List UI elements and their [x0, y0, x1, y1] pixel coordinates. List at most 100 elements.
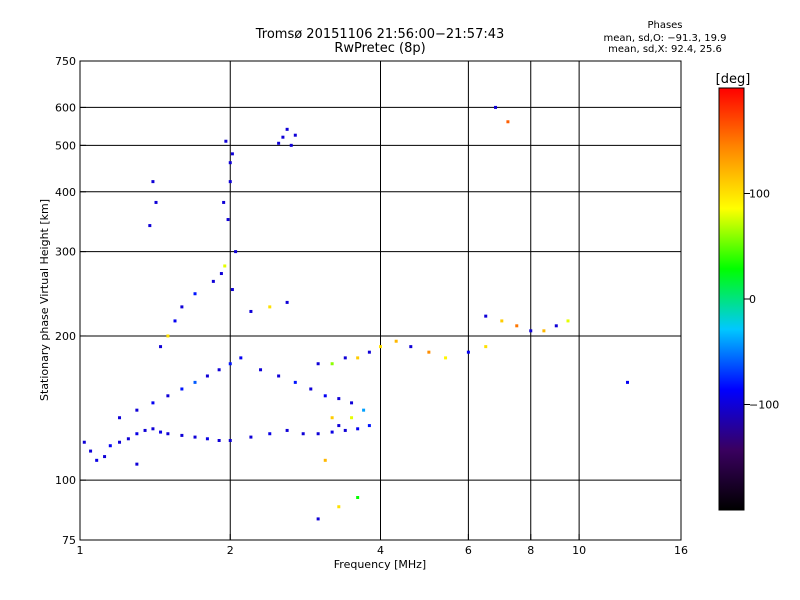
data-point — [228, 439, 232, 443]
data-point — [542, 329, 546, 333]
data-point — [223, 264, 227, 268]
y-tick-label: 600 — [55, 101, 76, 114]
data-point — [343, 428, 347, 432]
data-point — [154, 200, 158, 204]
data-point — [337, 424, 341, 428]
chart-title: Tromsø 20151106 21:56:00−21:57:43 — [255, 27, 505, 42]
x-axis-label: Frequency [MHz] — [334, 558, 426, 571]
chart-subtitle: RwPretec (8p) — [334, 41, 426, 56]
data-point — [95, 458, 99, 462]
data-point — [193, 292, 197, 296]
data-point — [529, 329, 533, 333]
data-point — [180, 305, 184, 309]
data-point — [205, 374, 209, 378]
colorbar-label: [deg] — [716, 72, 751, 87]
data-point — [268, 432, 272, 436]
data-point — [343, 356, 347, 360]
data-point — [173, 319, 177, 323]
y-tick-label: 300 — [55, 246, 76, 259]
y-tick-label: 750 — [55, 55, 76, 68]
data-point — [316, 432, 320, 436]
data-point — [228, 180, 232, 184]
data-point — [337, 397, 341, 401]
data-point — [409, 345, 413, 349]
data-point — [506, 120, 510, 124]
data-point — [330, 416, 334, 420]
colorbar-tick-label: 100 — [749, 188, 770, 201]
data-point — [249, 435, 253, 439]
data-point — [89, 449, 93, 453]
data-point — [379, 345, 382, 349]
data-point — [500, 319, 504, 323]
data-point — [330, 430, 334, 434]
data-point — [159, 430, 163, 434]
data-point — [316, 362, 320, 366]
data-point — [367, 424, 371, 428]
data-point — [239, 356, 243, 360]
data-point — [166, 394, 170, 398]
data-point — [217, 439, 221, 443]
data-point — [566, 319, 570, 323]
data-point — [193, 380, 197, 384]
data-point — [277, 141, 281, 145]
data-point — [135, 432, 139, 436]
data-point — [285, 127, 289, 131]
data-point — [337, 505, 341, 509]
data-point — [350, 401, 354, 405]
phases-o-stats: mean, sd,O: −91.3, 19.9 — [603, 33, 727, 44]
data-point — [126, 437, 130, 441]
data-point — [228, 362, 232, 366]
data-point — [228, 161, 232, 165]
data-point — [356, 427, 360, 431]
data-point — [289, 143, 293, 147]
data-point — [151, 401, 155, 405]
data-point — [484, 314, 488, 318]
data-point — [466, 350, 470, 354]
data-point — [151, 427, 155, 431]
data-point — [118, 416, 122, 420]
data-point — [367, 350, 371, 354]
colorbar: [deg] 100 0 −100 — [716, 72, 779, 511]
data-point — [159, 345, 163, 349]
data-point — [234, 250, 238, 254]
x-tick-label: 6 — [465, 544, 472, 557]
data-point — [217, 368, 221, 372]
data-point — [118, 440, 122, 444]
data-point — [230, 152, 234, 156]
axes: 1 2 4 6 8 10 16 75 100 200 300 400 500 600 750 — [55, 55, 688, 557]
colorbar-tick-label: 0 — [749, 293, 756, 306]
data-point — [166, 334, 170, 338]
data-point — [293, 380, 297, 384]
data-point — [316, 517, 320, 521]
data-point — [180, 433, 184, 437]
data-point — [356, 495, 360, 499]
data-point — [515, 324, 519, 328]
data-point — [494, 105, 498, 109]
data-point — [268, 305, 272, 309]
y-tick-label: 100 — [55, 474, 76, 487]
data-point — [211, 279, 215, 283]
data-point — [180, 387, 184, 391]
data-point — [249, 309, 253, 313]
x-tick-label: 1 — [77, 544, 84, 557]
phases-x-stats: mean, sd,X: 92.4, 25.6 — [608, 44, 722, 55]
data-point — [309, 387, 313, 391]
data-point — [82, 440, 86, 444]
data-point — [108, 444, 112, 448]
data-points — [82, 105, 629, 521]
y-tick-label: 200 — [55, 330, 76, 343]
data-point — [362, 408, 366, 412]
data-point — [230, 288, 234, 292]
data-point — [301, 432, 305, 436]
data-point — [427, 350, 431, 354]
data-point — [135, 408, 139, 412]
data-point — [323, 394, 327, 398]
grid-lines — [80, 61, 681, 540]
data-point — [222, 200, 226, 204]
phases-heading: Phases — [647, 20, 683, 31]
data-point — [205, 437, 209, 441]
data-point — [554, 324, 558, 328]
x-tick-label: 2 — [227, 544, 234, 557]
data-point — [166, 432, 170, 436]
